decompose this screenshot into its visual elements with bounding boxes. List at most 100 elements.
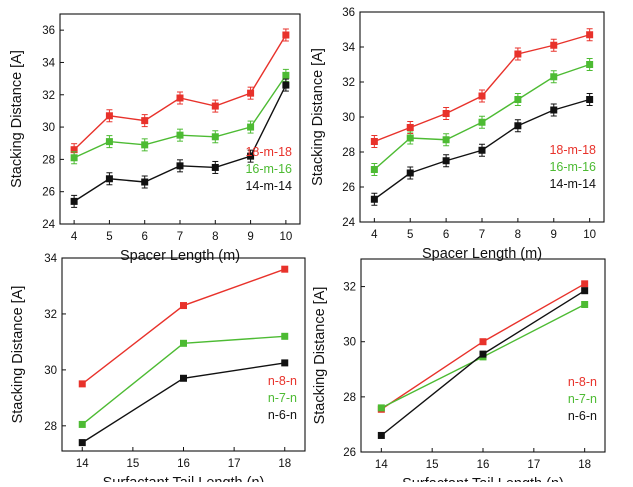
series-n-6-n — [78, 359, 289, 447]
legend-entry: n-7-n — [268, 391, 297, 405]
data-point — [586, 61, 594, 68]
data-point — [581, 287, 589, 295]
chart-panel-1: 4 5 6 7 8 9 10 24 26 28 30 32 34 36 Spacer Length (m) S… — [9, 13, 301, 264]
y-tick-label: 26 — [343, 447, 356, 459]
x-tick-label: 18 — [278, 458, 291, 470]
x-tick-label: 7 — [177, 231, 183, 243]
data-point — [211, 163, 219, 171]
y-tick-label: 34 — [42, 57, 55, 69]
legend-entry: n-6-n — [568, 409, 597, 423]
legend-entry: 14-m-14 — [549, 177, 596, 191]
y-tick-label: 28 — [342, 147, 355, 159]
series-18-m-18 — [370, 28, 594, 148]
series-line — [81, 268, 285, 385]
y-tick-label: 34 — [342, 42, 355, 54]
data-point — [550, 73, 558, 81]
x-tick-label: 17 — [228, 458, 241, 470]
legend-entry: 16-m-16 — [245, 162, 292, 176]
data-point — [478, 118, 486, 126]
series-18-m-18 — [70, 28, 290, 157]
data-point — [442, 110, 450, 117]
y-tick-label: 32 — [42, 90, 55, 102]
legend-entry: 18-m-18 — [245, 145, 292, 159]
x-axis-label: Surfactant Tail Length (n) — [103, 475, 265, 482]
data-point — [550, 106, 558, 114]
data-point — [247, 123, 255, 131]
y-tick-label: 24 — [42, 219, 55, 231]
data-point — [211, 133, 219, 141]
x-tick-label: 10 — [583, 229, 596, 241]
series-n-7-n — [78, 332, 289, 428]
data-point — [176, 162, 184, 170]
legend-entry: n-8-n — [568, 375, 597, 389]
data-point — [105, 112, 113, 120]
x-tick-label: 14 — [76, 458, 89, 470]
series-14-m-14 — [70, 78, 290, 208]
data-point — [141, 141, 149, 149]
chart-panel-2: 4 5 6 7 8 9 10 24 26 28 30 32 34 36 Spacer Length (m) S… — [310, 7, 605, 262]
data-point — [377, 431, 385, 439]
data-point — [180, 302, 187, 310]
y-tick-label: 32 — [343, 282, 356, 294]
series-line — [380, 290, 586, 437]
data-point — [478, 146, 486, 154]
y-tick-label: 32 — [44, 309, 57, 321]
y-tick-label: 30 — [342, 112, 355, 124]
x-tick-label: 7 — [479, 229, 485, 241]
y-tick-label: 30 — [42, 122, 55, 134]
data-point — [377, 404, 385, 412]
series-line — [380, 283, 586, 410]
data-point — [282, 31, 290, 39]
x-tick-label: 16 — [477, 459, 490, 471]
legend-entry: 18-m-18 — [549, 143, 596, 157]
data-point — [70, 146, 78, 154]
y-axis-label: Stacking Distance [A] — [9, 50, 25, 188]
data-point — [105, 175, 113, 183]
data-point — [105, 138, 113, 146]
chart-panel-3: 14 15 16 17 18 28 30 32 34 Surfactant Tail Length… — [10, 253, 306, 487]
data-point — [247, 152, 255, 160]
data-point — [281, 359, 289, 367]
data-point — [78, 439, 86, 447]
series-n-8-n — [377, 280, 589, 413]
x-tick-label: 16 — [177, 458, 190, 470]
data-point — [442, 157, 450, 165]
data-point — [141, 178, 149, 186]
series-14-m-14 — [370, 93, 594, 206]
plot-frame — [61, 257, 306, 452]
series-16-m-16 — [70, 68, 290, 165]
data-point — [281, 332, 289, 340]
y-tick-label: 30 — [44, 365, 57, 377]
data-point — [370, 138, 378, 145]
x-axis-label: Spacer Length (m) — [422, 246, 542, 262]
x-tick-label: 9 — [551, 229, 557, 241]
y-tick-label: 28 — [44, 421, 57, 433]
legend-entry: 16-m-16 — [549, 160, 596, 174]
x-tick-label: 17 — [527, 459, 540, 471]
x-tick-label: 8 — [515, 229, 521, 241]
x-tick-label: 6 — [142, 231, 148, 243]
data-point — [514, 50, 522, 58]
data-point — [370, 166, 378, 173]
legend-entry: n-7-n — [568, 392, 597, 406]
x-tick-label: 18 — [578, 459, 591, 471]
data-point — [581, 300, 589, 308]
x-axis-label: Spacer Length (m) — [120, 248, 240, 264]
x-tick-label: 15 — [426, 459, 439, 471]
y-tick-label: 26 — [342, 182, 355, 194]
data-point — [247, 89, 255, 97]
data-point — [514, 122, 522, 130]
x-tick-label: 8 — [212, 231, 218, 243]
y-tick-label: 36 — [342, 7, 355, 19]
data-point — [514, 96, 522, 103]
legend-entry: n-8-n — [268, 374, 297, 388]
data-point — [479, 350, 487, 358]
y-tick-label: 34 — [44, 253, 57, 265]
data-point — [586, 96, 594, 103]
x-tick-label: 9 — [247, 231, 253, 243]
data-point — [176, 94, 184, 102]
data-point — [180, 374, 187, 382]
series-n-8-n — [78, 265, 289, 388]
data-point — [550, 41, 558, 49]
